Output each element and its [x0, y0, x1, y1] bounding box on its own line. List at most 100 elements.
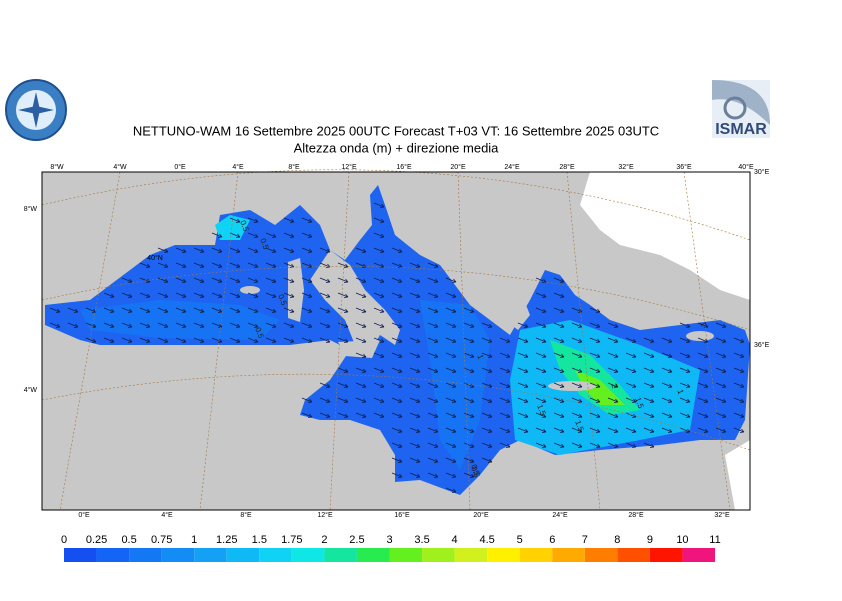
graticule-label: 28°E — [559, 163, 575, 171]
wave-arrow — [283, 277, 295, 283]
wave-arrow — [229, 292, 241, 298]
wave-arrow — [643, 397, 655, 403]
outside-domain — [725, 440, 750, 510]
colorbar-label: 9 — [647, 534, 653, 546]
wave-arrow — [301, 277, 313, 283]
wave-arrow — [679, 352, 691, 358]
wave-arrow — [409, 457, 421, 463]
colorbar-label: 7 — [582, 534, 588, 546]
wave-arrow — [265, 337, 277, 343]
wave-arrow — [409, 442, 421, 448]
wave-arrow — [373, 367, 385, 373]
wave-arrow — [697, 352, 709, 358]
wave-arrow — [463, 352, 475, 358]
graticule-label: 8°E — [240, 511, 252, 519]
wave-arrow — [733, 352, 745, 358]
wave-arrow — [661, 412, 673, 418]
wave-arrow — [355, 322, 367, 328]
wave-arrow — [661, 352, 673, 358]
wave-arrow — [211, 277, 223, 283]
wave-arrow — [301, 247, 313, 253]
wave-arrow — [571, 397, 583, 403]
wave-arrow — [499, 352, 511, 358]
wave-arrow — [139, 337, 151, 343]
wave-arrow — [553, 307, 565, 313]
wave-arrow — [481, 397, 493, 403]
wave-arrow — [85, 307, 97, 313]
wave-arrow — [85, 337, 97, 343]
wave-arrow — [697, 397, 709, 403]
wave-arrow — [409, 352, 421, 358]
wave-arrow — [229, 277, 241, 283]
wave-arrow — [157, 307, 169, 313]
wave-arrow — [445, 442, 457, 448]
wave-arrow — [733, 412, 745, 418]
wave-arrow — [589, 412, 601, 418]
wave-arrow — [481, 442, 493, 448]
wave-arrow — [265, 292, 277, 298]
wave-arrow — [553, 322, 565, 328]
wave-arrow — [373, 247, 385, 253]
wave-arrow — [679, 382, 691, 388]
wave-arrow — [571, 322, 583, 328]
wave-arrow — [301, 307, 313, 313]
colorbar-label: 4.5 — [480, 534, 495, 546]
colorbar-box — [161, 548, 195, 562]
contour-label: 1.5 — [535, 403, 547, 417]
graticule-label: 36°E — [754, 341, 770, 349]
wave-arrow — [265, 307, 277, 313]
wave-arrow — [661, 367, 673, 373]
wave-arrow — [571, 367, 583, 373]
graticule-label: 4°W — [24, 386, 38, 394]
wave-arrow — [463, 367, 475, 373]
wave-arrow — [391, 472, 403, 478]
wave-arrow — [409, 277, 421, 283]
wave-arrow — [373, 202, 385, 208]
wave-arrow — [103, 292, 115, 298]
wave-arrow — [535, 382, 547, 388]
wave-arrow — [589, 427, 601, 433]
wave-arrow — [337, 412, 349, 418]
wave-arrow — [175, 277, 187, 283]
wave-arrow — [337, 307, 349, 313]
wave-arrow — [229, 322, 241, 328]
wave-arrow — [679, 367, 691, 373]
wave-arrow — [427, 367, 439, 373]
wave-arrow — [193, 292, 205, 298]
graticule-label: 40°E — [738, 163, 754, 171]
wave-arrow — [553, 277, 565, 283]
wave-arrow — [535, 307, 547, 313]
wave-arrow — [481, 457, 493, 463]
wave-arrow — [535, 367, 547, 373]
contour-label: 0.5 — [276, 293, 288, 307]
wave-field — [550, 340, 640, 415]
wave-arrow — [409, 262, 421, 268]
wave-arrow — [301, 322, 313, 328]
wave-arrow — [481, 352, 493, 358]
colorbar-box — [226, 548, 260, 562]
wave-arrow — [193, 337, 205, 343]
wave-arrow — [283, 292, 295, 298]
wave-arrow — [607, 352, 619, 358]
wave-arrow — [373, 307, 385, 313]
graticule-label: 24°E — [552, 511, 568, 519]
wave-arrow — [193, 322, 205, 328]
graticule-label: 8°E — [288, 163, 300, 171]
map-frame — [41, 171, 751, 511]
wave-arrow — [517, 367, 529, 373]
wave-arrow — [481, 382, 493, 388]
wave-arrow — [355, 397, 367, 403]
wave-arrow — [553, 412, 565, 418]
graticule-label: 28°E — [628, 511, 644, 519]
wave-arrow — [589, 397, 601, 403]
wave-arrow — [175, 337, 187, 343]
wave-arrow — [283, 322, 295, 328]
contour-label: 1 — [698, 320, 708, 328]
wave-arrow — [499, 442, 511, 448]
wave-arrow — [715, 352, 727, 358]
colorbar-label: 10 — [676, 534, 688, 546]
wave-arrow — [553, 292, 565, 298]
colorbar-box — [324, 548, 357, 562]
wave-arrow — [697, 337, 709, 343]
